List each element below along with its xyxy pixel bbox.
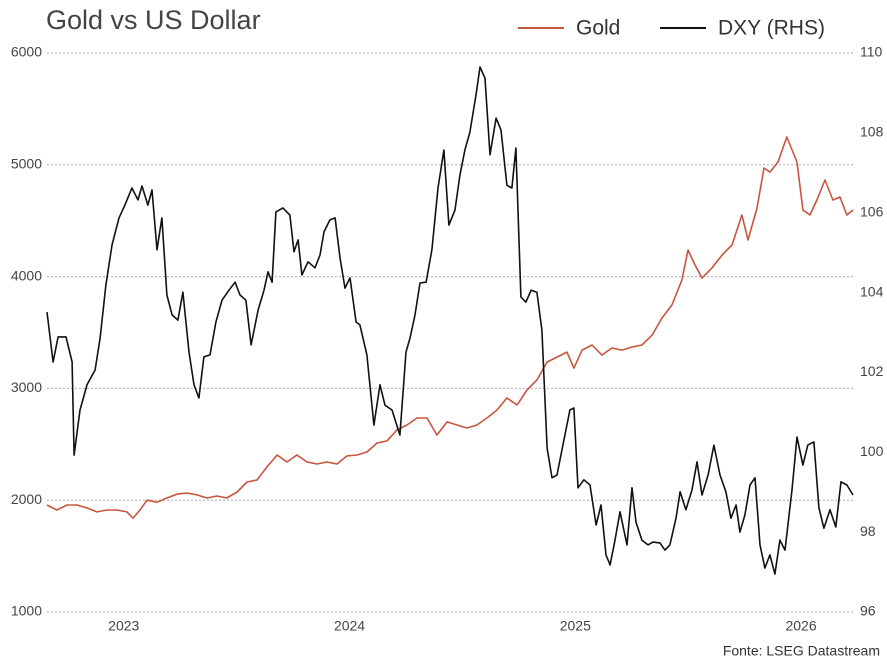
y-tick-label: 2000: [11, 491, 42, 507]
y-tick-label: 1000: [11, 603, 42, 619]
y-tick-label: 5000: [11, 156, 42, 172]
y-tick-label: 3000: [11, 379, 42, 395]
y2-tick-label: 96: [860, 603, 876, 619]
legend-label: Gold: [576, 17, 620, 40]
x-tick-label: 2024: [334, 618, 365, 634]
y2-tick-label: 110: [860, 44, 883, 60]
source-note: Fonte: LSEG Datastream: [723, 643, 880, 659]
x-tick-label: 2026: [785, 618, 816, 634]
y2-tick-label: 106: [860, 203, 884, 219]
y-tick-label: 6000: [11, 44, 42, 60]
legend-label: DXY (RHS): [718, 17, 825, 40]
x-tick-label: 2023: [108, 618, 139, 634]
series-line: [46, 136, 854, 519]
y-tick-label: 4000: [11, 267, 42, 283]
y2-tick-label: 104: [860, 283, 884, 299]
chart-title: Gold vs US Dollar: [46, 5, 261, 35]
y2-tick-label: 108: [860, 124, 884, 140]
series-line: [46, 66, 854, 575]
y2-tick-label: 102: [860, 363, 884, 379]
x-tick-label: 2025: [560, 618, 591, 634]
y2-tick-label: 100: [860, 443, 884, 459]
y2-tick-label: 98: [860, 523, 876, 539]
